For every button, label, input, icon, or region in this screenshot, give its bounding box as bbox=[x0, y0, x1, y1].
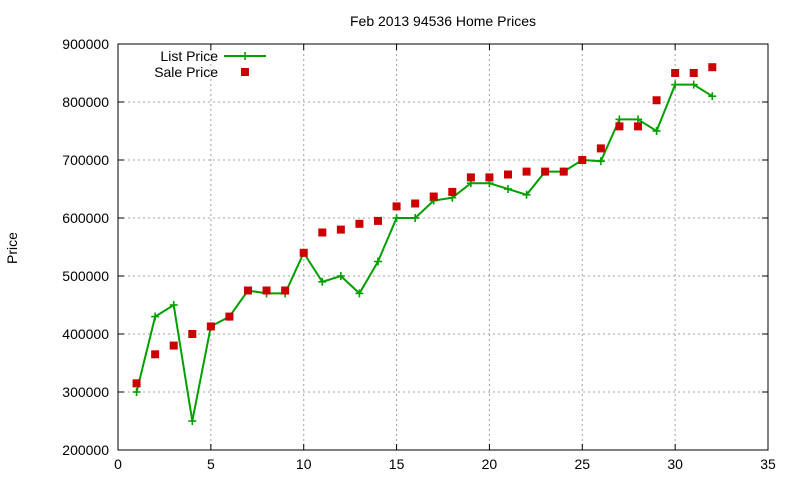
list-price-point bbox=[671, 80, 680, 89]
sale-price-point bbox=[671, 69, 680, 77]
sale-price-point bbox=[262, 286, 271, 295]
y-tick-label: 800000 bbox=[62, 94, 109, 110]
series-sale-price bbox=[132, 63, 717, 388]
sale-price-point bbox=[244, 286, 252, 295]
sale-price-point bbox=[596, 144, 605, 153]
sale-price-point bbox=[169, 341, 178, 350]
list-price-point bbox=[336, 272, 345, 280]
chart-title: Feb 2013 94536 Home Prices bbox=[350, 13, 536, 29]
list-price-point bbox=[132, 388, 141, 396]
list-price-point bbox=[151, 312, 160, 321]
x-tick-label: 10 bbox=[296, 456, 312, 472]
sale-price-point bbox=[411, 199, 420, 208]
sale-price-point bbox=[318, 228, 327, 237]
y-tick-label: 300000 bbox=[62, 384, 109, 400]
list-price-point bbox=[374, 257, 382, 266]
list-price-point bbox=[318, 277, 327, 286]
sale-price-point bbox=[578, 156, 587, 164]
sale-price-point bbox=[299, 248, 308, 257]
sale-price-point bbox=[634, 122, 642, 131]
legend-label: Sale Price bbox=[154, 64, 218, 80]
sale-price-point bbox=[615, 122, 624, 131]
list-price-point bbox=[188, 417, 197, 425]
y-tick-label: 400000 bbox=[62, 326, 109, 342]
list-price-point bbox=[522, 190, 531, 199]
sale-price-point bbox=[188, 330, 197, 338]
grid bbox=[118, 44, 768, 450]
sale-price-point bbox=[559, 167, 568, 176]
sale-price-point bbox=[504, 170, 512, 179]
y-tick-label: 600000 bbox=[62, 210, 109, 226]
x-tick-label: 5 bbox=[207, 456, 215, 472]
x-tick-label: 35 bbox=[760, 456, 776, 472]
sale-price-point bbox=[541, 167, 550, 176]
sale-price-point bbox=[336, 225, 345, 234]
x-tick-label: 25 bbox=[574, 456, 590, 472]
plot-frame bbox=[117, 43, 769, 451]
list-price-point bbox=[392, 214, 401, 222]
x-tick-label: 0 bbox=[114, 456, 122, 472]
list-price-point bbox=[596, 157, 605, 166]
sale-price-point bbox=[708, 63, 717, 72]
x-tick-label: 20 bbox=[482, 456, 498, 472]
list-price-point bbox=[355, 289, 364, 298]
list-price-point bbox=[615, 115, 624, 124]
list-price-point bbox=[634, 115, 642, 124]
legend-marker bbox=[241, 68, 249, 76]
sale-price-point bbox=[355, 219, 364, 228]
list-price-point bbox=[411, 214, 420, 222]
y-tick-label: 200000 bbox=[62, 442, 109, 458]
legend-marker bbox=[241, 52, 249, 60]
list-price-point bbox=[652, 127, 661, 135]
sale-price-point bbox=[132, 379, 141, 388]
sale-price-point bbox=[429, 192, 438, 201]
sale-price-point bbox=[466, 173, 475, 182]
sale-price-point bbox=[392, 202, 401, 211]
sale-price-point bbox=[374, 216, 382, 225]
x-tick-label: 30 bbox=[667, 456, 683, 472]
y-axis-label: Price bbox=[4, 232, 20, 264]
sale-price-point bbox=[652, 96, 661, 105]
sale-price-point bbox=[225, 312, 234, 321]
series-list-price bbox=[132, 80, 717, 425]
x-tick-label: 15 bbox=[389, 456, 405, 472]
y-tick-label: 900000 bbox=[62, 36, 109, 52]
list-price-point bbox=[169, 301, 178, 309]
axis-ticks: 0 5 10 15 20 25 30 35 200000 300000 400000 500000 60… bbox=[62, 36, 776, 472]
list-price-line bbox=[135, 83, 713, 422]
sale-price-point bbox=[206, 322, 215, 331]
y-tick-label: 500000 bbox=[62, 268, 109, 284]
list-price-point bbox=[708, 92, 717, 101]
series bbox=[132, 63, 717, 425]
list-price-point bbox=[504, 185, 512, 193]
legend-label: List Price bbox=[160, 48, 218, 64]
list-price-point bbox=[689, 80, 698, 89]
sale-price-point bbox=[689, 69, 698, 77]
y-tick-label: 700000 bbox=[62, 152, 109, 168]
sale-price-point bbox=[485, 173, 494, 182]
sale-price-point bbox=[522, 167, 531, 176]
sale-price-point bbox=[448, 187, 457, 196]
sale-price-point bbox=[151, 350, 160, 359]
sale-price-point bbox=[281, 286, 290, 295]
